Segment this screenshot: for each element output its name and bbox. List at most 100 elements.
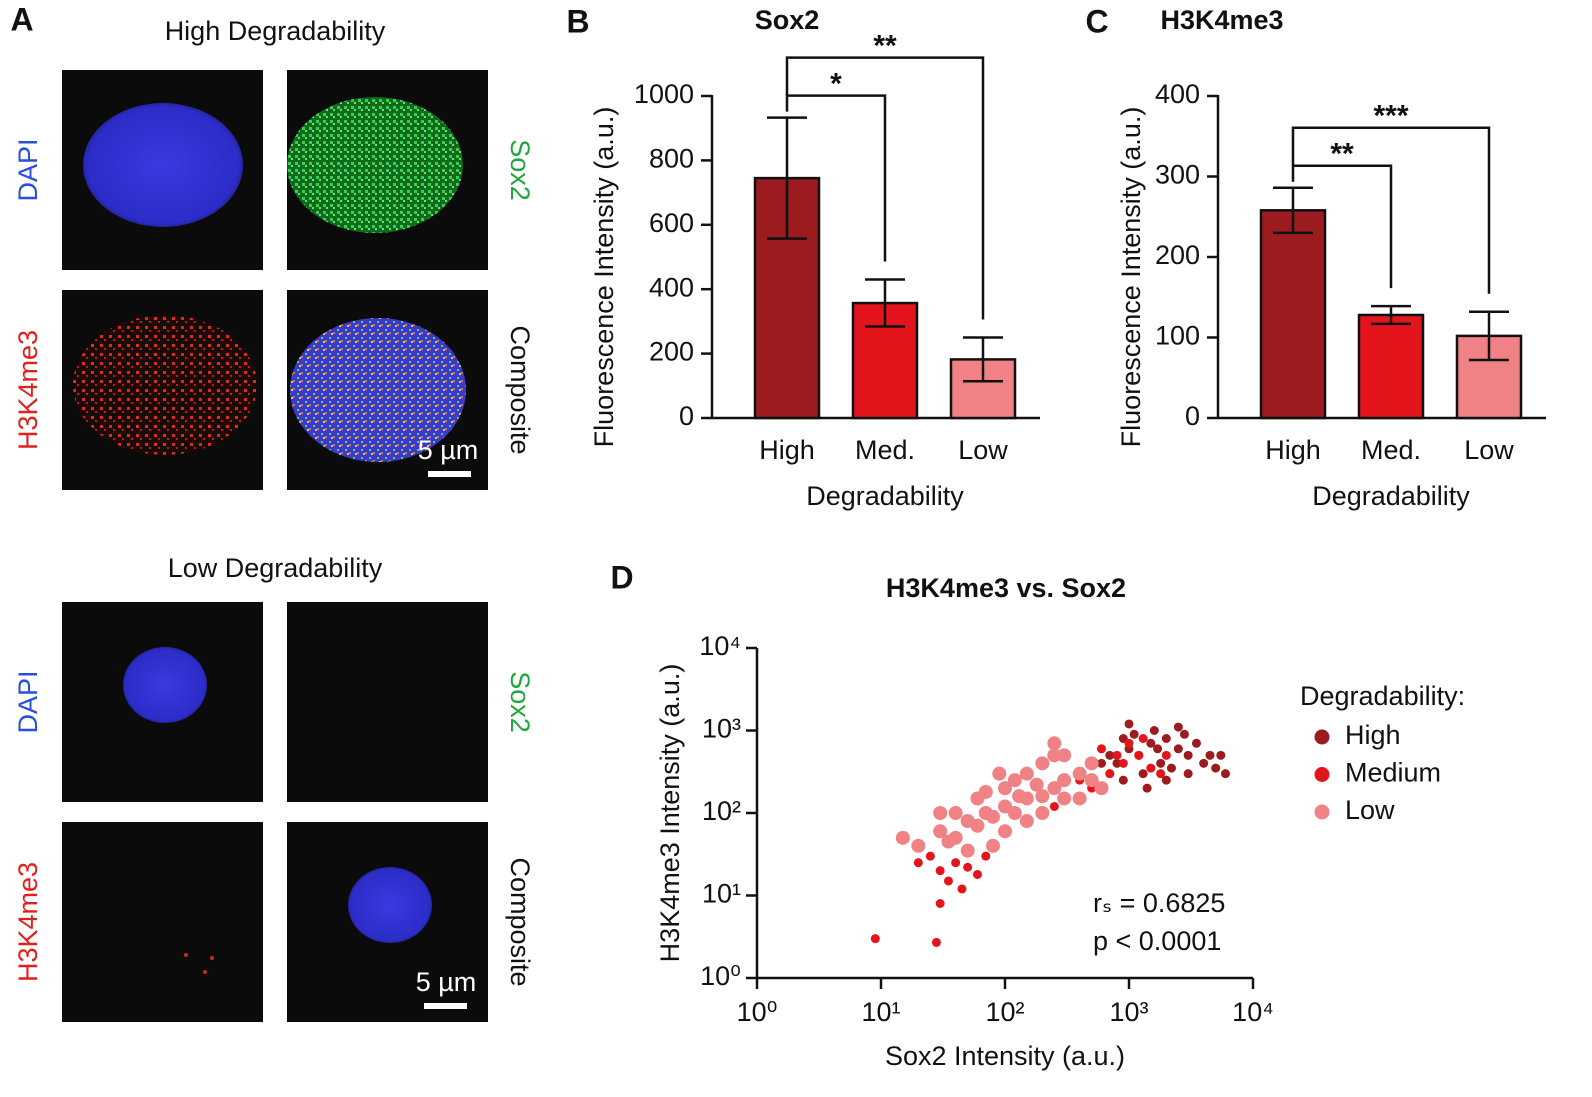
panel-label: C [1085,3,1108,39]
scatter-point [978,784,993,799]
significance-label: *** [1373,100,1408,133]
scatter-point [1129,729,1139,739]
channel-label: Composite [505,857,535,986]
scatter-point [1029,777,1044,792]
significance-label: * [830,67,842,100]
scatter-point [895,830,910,845]
y-axis-label: H3K4me3 Intensity (a.u.) [655,664,685,963]
scatter-point [957,884,967,894]
scatter-point [870,934,880,944]
scatter-point [1047,781,1062,796]
scatter-point [911,838,926,853]
scatter-point [1084,756,1099,771]
scatter-point [1166,763,1176,773]
legend-marker [1314,804,1330,820]
channel-label: H3K4me3 [13,330,43,450]
micrograph-panel: High Degradability DAPI Sox2 H3K4me3 Com… [13,16,535,1022]
x-axis-label: Degradability [1312,481,1470,511]
scatter-point [1007,806,1022,820]
scatter-point [1019,813,1034,828]
scatter-point [1049,801,1059,811]
significance-bracket [785,94,887,262]
scatter-point [1112,750,1122,760]
legend-label: Low [1345,795,1395,825]
y-tick-label: 200 [1155,240,1200,270]
scatter-point [1149,726,1159,735]
scatter-point [1105,769,1115,779]
scatter-point [1216,750,1226,760]
scatter-point [1072,791,1087,806]
annotation: rₛ = 0.6825 [1093,888,1225,918]
scatter-point [992,766,1007,781]
chart-title: H3K4me3 vs. Sox2 [886,573,1126,603]
scatter-point [1183,750,1193,760]
x-tick-label: Med. [855,435,915,465]
scatter-point [1142,783,1152,793]
bar [1259,209,1327,420]
scatter-point [1057,791,1072,806]
panel-label: A [10,1,33,37]
scatter-point [1072,766,1087,781]
y-tick-label: 10¹ [702,879,741,909]
scatter-point [1161,775,1171,785]
channel-label: Composite [505,325,535,454]
scatter-point [1156,758,1166,768]
x-tick-label: High [759,435,815,465]
legend-marker [1314,729,1330,745]
scatter-point [933,806,948,820]
scatter-point [925,851,935,861]
nucleus [348,867,432,943]
x-tick-label: High [1265,435,1321,465]
speck [184,953,188,957]
y-tick-label: 300 [1155,160,1200,190]
scatter-point [948,806,963,820]
scale-bar-label: 5 µm [418,435,479,465]
scatter-point [935,898,945,908]
y-tick-label: 10³ [702,714,741,744]
y-tick-label: 10⁴ [699,631,741,661]
y-tick-label: 10² [702,796,741,826]
micrograph-title: High Degradability [165,16,386,46]
scatter-point [1146,738,1156,748]
scatter-point [1096,744,1106,754]
scatter-point [1138,769,1148,779]
scatter-point [970,818,985,833]
x-tick-label: 10³ [1109,997,1148,1027]
scatter-point [1118,775,1128,785]
scale-bar-label: 5 µm [416,967,477,997]
scatter-point [998,781,1012,796]
scatter-point [985,809,1000,824]
micrograph [62,822,263,1022]
speck [203,970,207,974]
scatter-point [1012,789,1027,804]
scatter-point [960,843,975,858]
scatter-point [1199,758,1209,768]
x-tick-label: Low [1464,435,1514,465]
scatter-point [1183,769,1193,779]
scatter-point [943,876,953,886]
scatter-point [1112,758,1122,768]
y-axis-label: Fluorescence Intensity (a.u.) [1116,107,1146,448]
scatter-point [1191,738,1201,748]
scatter-point [1124,738,1134,748]
legend-marker [1314,767,1330,782]
scatter-point [1211,763,1221,773]
x-tick-label: 10¹ [861,997,900,1027]
y-tick-label: 400 [1155,79,1200,109]
y-tick-label: 100 [1155,321,1200,351]
nucleus [83,103,243,227]
x-tick-label: 10⁴ [1232,997,1274,1027]
y-tick-label: 0 [1185,401,1200,431]
legend-title: Degradability: [1300,681,1465,711]
channel-label: Sox2 [505,139,535,201]
y-tick-label: 400 [649,272,694,302]
y-tick-label: 0 [679,401,694,431]
x-tick-label: 10⁰ [737,997,778,1027]
scatter-point [1057,773,1072,788]
channel-label: DAPI [13,138,43,201]
x-tick-label: Med. [1361,435,1421,465]
scatter-point [1084,773,1099,788]
micrograph [287,602,488,802]
scatter-point [1007,773,1022,788]
